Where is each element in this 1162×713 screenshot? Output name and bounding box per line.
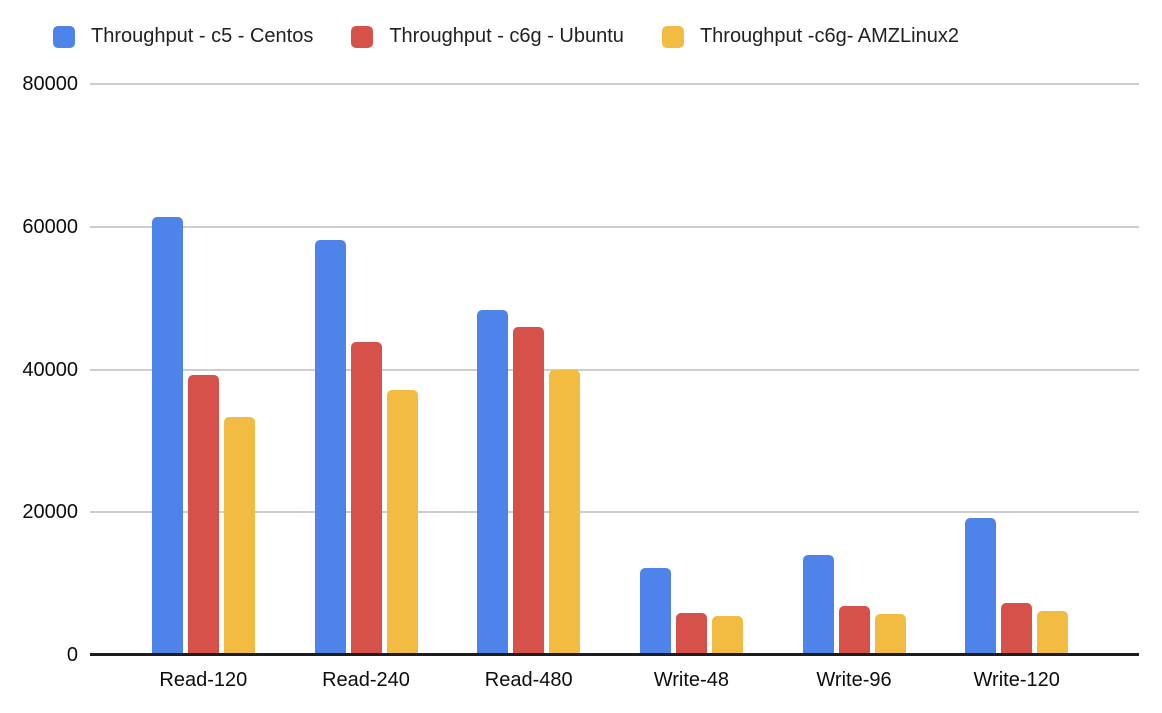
plot-area: 0 20000 40000 60000 80000 Read-120 Read-240 Re… [22,74,1139,691]
x-axis-label: Write-48 [653,669,729,691]
bar [675,612,707,655]
x-axis-label: Read-120 [159,669,248,691]
bar [314,240,346,655]
bar [549,369,581,655]
legend-swatch-icon [53,25,75,48]
x-axis-line [90,653,1139,656]
legend-label: Throughput - c6g - Ubuntu [389,25,624,47]
bar [350,342,382,655]
x-axis-label: Write-120 [973,669,1060,691]
y-gridline [90,83,1139,85]
bar [874,613,906,655]
bar-groups [122,84,1098,655]
legend-label: Throughput -c6g- AMZLinux2 [699,25,959,47]
bar [151,216,183,655]
y-tick-label: 60000 [22,215,78,238]
chart-legend: Throughput - c5 - Centos Throughput - c6g… [53,25,959,48]
bar [965,517,997,655]
y-gridline [90,225,1139,228]
bar [477,309,509,655]
legend-swatch-icon [351,25,374,48]
x-axis-label: Read-240 [322,669,410,691]
y-gridline [90,511,1139,514]
bar [386,390,418,655]
bar-group [285,84,448,655]
y-gridline [90,368,1139,371]
x-axis-label: Write-96 [816,669,892,691]
legend-item: Throughput - c6g - Ubuntu [351,25,624,48]
bar [223,417,255,655]
y-tick-label: 80000 [22,73,78,95]
bar [187,374,219,655]
legend-item: Throughput -c6g- AMZLinux2 [661,25,959,48]
bar [1001,602,1033,655]
bar [513,327,545,655]
bar [838,606,870,655]
bar [639,567,671,655]
bar-group [447,84,610,655]
legend-label: Throughput - c5 - Centos [91,25,314,47]
bar [711,615,743,655]
bar [1037,610,1069,655]
legend-item: Throughput - c5 - Centos [53,25,313,48]
x-axis-labels: Read-120 Read-240 Read-480 Write-48 Write-96… [122,669,1098,692]
bar-group [773,84,936,655]
bar-group [122,84,285,655]
y-tick-label: 0 [66,644,78,666]
y-tick-label: 20000 [22,501,78,524]
bar-group [610,84,773,655]
x-axis-label: Read-480 [484,669,573,691]
bar-group [935,84,1098,655]
y-tick-label: 40000 [22,358,78,381]
legend-swatch-icon [661,25,684,48]
bar [802,555,834,655]
